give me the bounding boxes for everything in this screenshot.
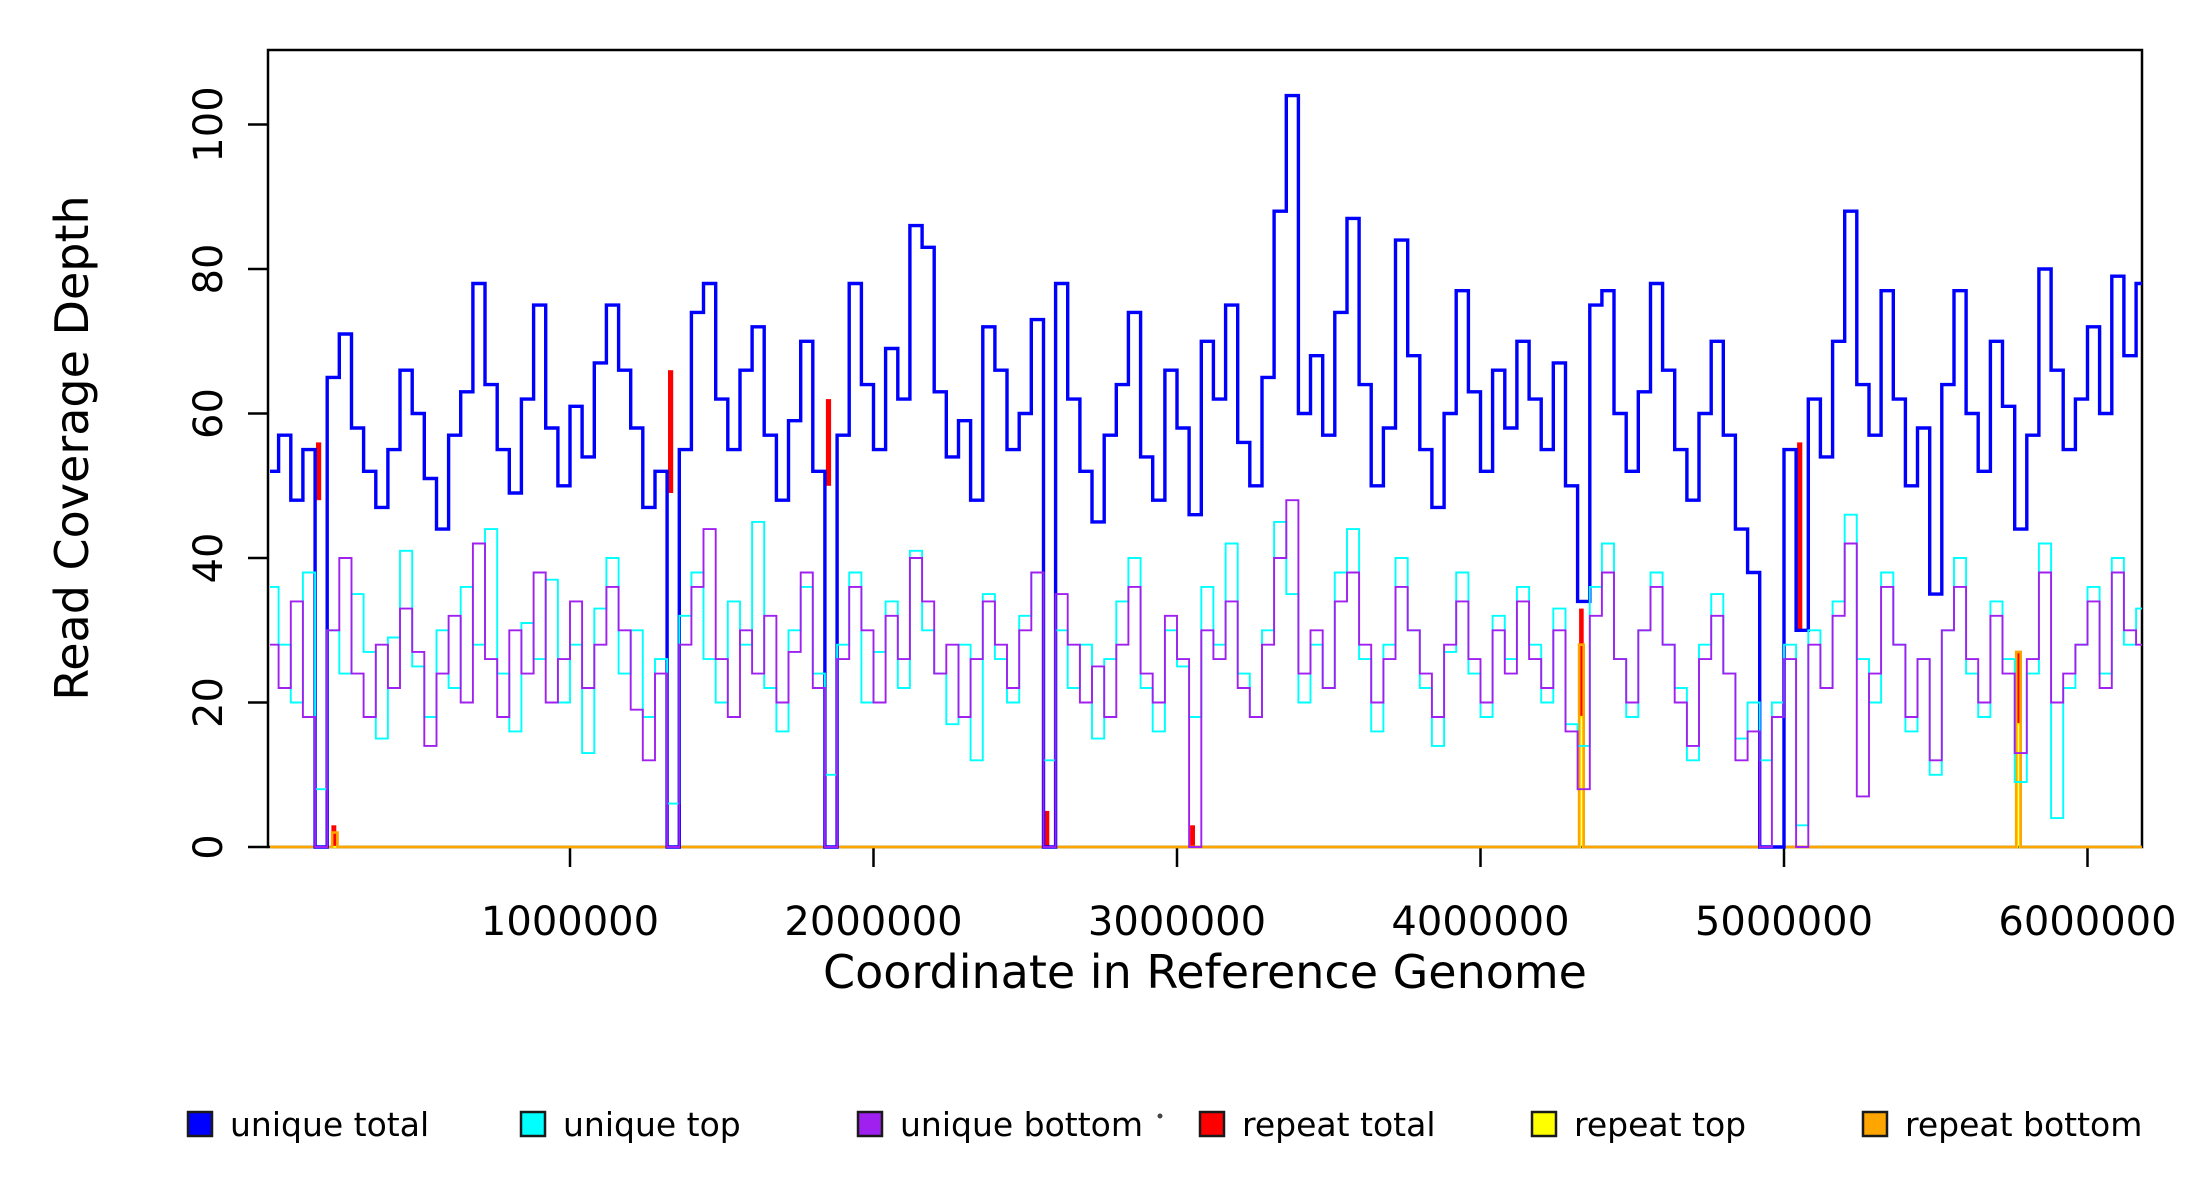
stray-mark [1157, 1113, 1163, 1119]
y-tick-label: 60 [186, 388, 232, 439]
series-repeat-total [316, 370, 2021, 847]
x-axis-ticks: 1000000 2000000 3000000 4000000 5000000 60000… [481, 847, 2177, 945]
repeat-total-spike [825, 399, 832, 486]
x-tick-label: 3000000 [1088, 899, 1266, 945]
legend-label: repeat top [1574, 1105, 1746, 1144]
legend-label: repeat total [1242, 1105, 1436, 1144]
y-tick-label: 100 [186, 86, 232, 162]
repeat-total-spike [331, 825, 337, 847]
y-tick-label: 20 [186, 677, 232, 728]
series-unique-top [270, 513, 2142, 827]
y-tick-label: 0 [186, 834, 232, 859]
legend-label: repeat bottom [1905, 1105, 2142, 1144]
y-axis-title: Read Coverage Depth [45, 195, 99, 700]
legend-item-repeat-top: repeat top [1530, 1105, 1746, 1144]
legend-label: unique top [563, 1105, 741, 1144]
y-tick-label: 80 [186, 244, 232, 295]
legend-item-unique-total: unique total [186, 1105, 429, 1144]
repeat-total-spike [668, 370, 674, 493]
x-tick-label: 1000000 [481, 899, 659, 945]
repeat-total-spike [2016, 651, 2021, 725]
legend-label: unique total [230, 1105, 429, 1144]
repeat-total-spike [1579, 608, 1584, 717]
repeat-top-swatch-icon [1530, 1110, 1558, 1138]
unique-top-swatch-icon [519, 1110, 547, 1138]
repeat-total-spike [1044, 810, 1050, 847]
y-tick-label: 40 [186, 533, 232, 584]
repeat-total-spike [1190, 825, 1195, 847]
unique-bottom-swatch-icon [856, 1110, 884, 1138]
series-layer [270, 93, 2142, 849]
legend-item-unique-bottom: unique bottom [856, 1105, 1143, 1144]
legend-item-repeat-total: repeat total [1198, 1105, 1436, 1144]
x-tick-label: 5000000 [1695, 899, 1873, 945]
legend: unique total unique top unique bottom re… [186, 1105, 2142, 1144]
plot-box [266, 48, 2144, 849]
x-axis-title: Coordinate in Reference Genome [823, 945, 1587, 999]
unique-total-swatch-icon [186, 1110, 214, 1138]
series-repeat-bottom [270, 643, 2142, 849]
repeat-total-spike [316, 442, 322, 501]
legend-item-unique-top: unique top [519, 1105, 741, 1144]
x-tick-label: 2000000 [784, 899, 962, 945]
legend-item-repeat-bottom: repeat bottom [1861, 1105, 2142, 1144]
series-unique-total [270, 93, 2142, 849]
x-tick-label: 6000000 [1998, 899, 2176, 945]
repeat-total-spike [1797, 442, 1803, 631]
series-repeat-top [270, 715, 2142, 849]
repeat-total-swatch-icon [1198, 1110, 1226, 1138]
y-axis-ticks: 0 20 40 60 80 100 [186, 86, 268, 860]
repeat-bottom-swatch-icon [1861, 1110, 1889, 1138]
x-tick-label: 4000000 [1391, 899, 1569, 945]
series-unique-bottom [270, 499, 2142, 848]
legend-label: unique bottom [900, 1105, 1143, 1144]
